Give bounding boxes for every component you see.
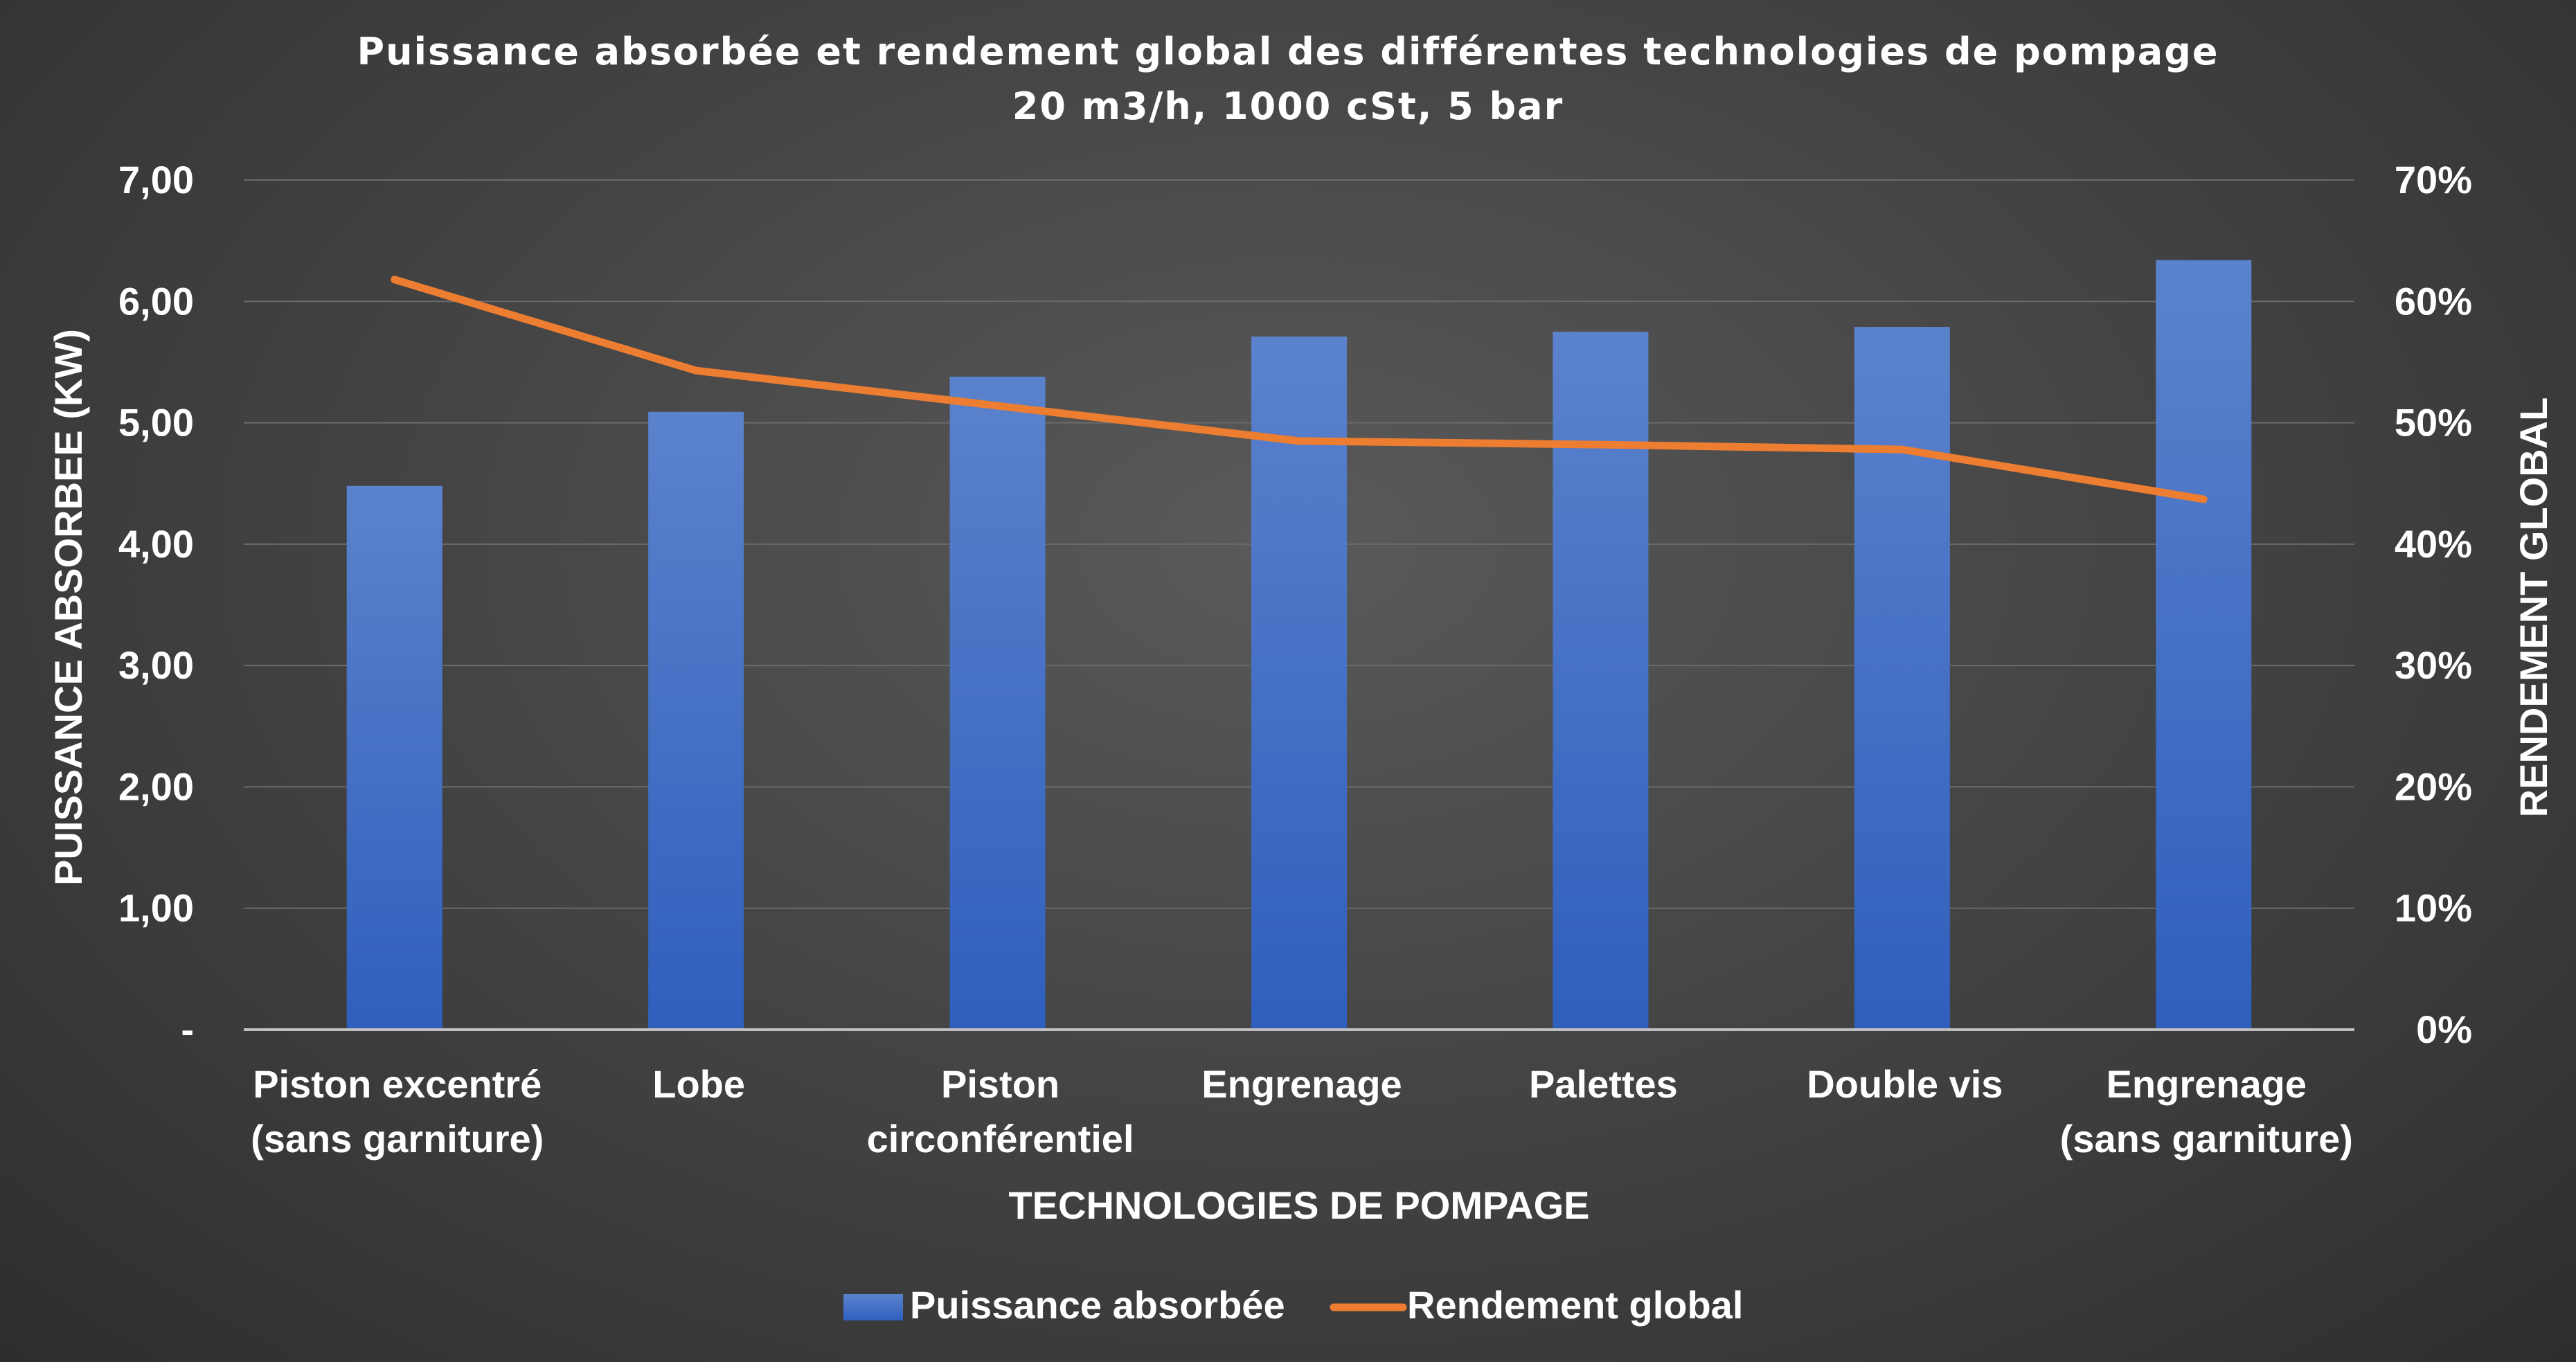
y-axis-title: PUISSANCE ABSORBEE (KW): [46, 329, 90, 886]
right-tick-label: 40%: [2395, 522, 2472, 566]
bar-series: [346, 260, 2252, 1030]
right-tick-label: 0%: [2416, 1007, 2472, 1051]
category-label: (sans garniture): [2060, 1117, 2353, 1161]
legend-label-bar: Puissance absorbée: [910, 1283, 1285, 1327]
x-axis-title: TECHNOLOGIES DE POMPAGE: [1008, 1183, 1589, 1227]
left-tick-label: 4,00: [118, 522, 194, 566]
bar: [346, 485, 442, 1030]
right-tick-label: 10%: [2395, 886, 2472, 930]
right-axis-ticks: 0% 10% 20% 30% 40% 50% 60% 70%: [2395, 158, 2472, 1051]
category-label: Piston excentré: [253, 1062, 542, 1106]
right-tick-label: 30%: [2395, 643, 2472, 687]
line-point: [695, 370, 697, 372]
y2-axis-title: RENDEMENT GLOBAL: [2512, 397, 2555, 818]
legend: Puissance absorbée Rendement global: [843, 1283, 1743, 1327]
right-tick-label: 50%: [2395, 401, 2472, 445]
category-label: Palettes: [1529, 1062, 1678, 1106]
bar: [949, 376, 1046, 1030]
left-tick-label: 1,00: [118, 886, 194, 930]
chart-title: Puissance absorbée et rendement global d…: [357, 30, 2219, 73]
category-label: circonférentiel: [867, 1117, 1134, 1161]
left-tick-label: -: [181, 1007, 194, 1051]
chart-subtitle: 20 m3/h, 1000 cSt, 5 bar: [1012, 84, 1564, 128]
bar: [1553, 332, 1649, 1030]
category-label: Double vis: [1807, 1062, 2003, 1106]
bar: [2156, 260, 2252, 1030]
left-axis-ticks: - 1,00 2,00 3,00 4,00 5,00 6,00 7,00: [118, 158, 194, 1051]
left-tick-label: 7,00: [118, 158, 194, 201]
line-point: [2203, 499, 2205, 501]
line-point: [393, 278, 395, 280]
line-point: [1901, 449, 1903, 451]
line-point: [1298, 440, 1300, 442]
legend-label-line: Rendement global: [1407, 1283, 1743, 1327]
bar: [1251, 337, 1347, 1030]
left-tick-label: 5,00: [118, 401, 194, 445]
right-tick-label: 70%: [2395, 158, 2472, 201]
right-tick-label: 20%: [2395, 764, 2472, 808]
left-tick-label: 2,00: [118, 764, 194, 808]
line-point: [996, 405, 999, 407]
line-series: [391, 276, 2208, 503]
bar: [1854, 327, 1950, 1030]
bar: [648, 411, 744, 1030]
category-labels: Piston excentré (sans garniture) Lobe Pisto…: [251, 1062, 2353, 1161]
category-label: Piston: [941, 1062, 1059, 1106]
category-label: Lobe: [652, 1062, 745, 1106]
left-tick-label: 3,00: [118, 643, 194, 687]
category-label: Engrenage: [1201, 1062, 1402, 1106]
right-tick-label: 60%: [2395, 279, 2472, 323]
line-point: [1600, 444, 1602, 446]
category-label: (sans garniture): [251, 1117, 544, 1161]
legend-swatch-bar: [843, 1294, 903, 1320]
left-tick-label: 6,00: [118, 279, 194, 323]
category-label: Engrenage: [2107, 1062, 2307, 1106]
